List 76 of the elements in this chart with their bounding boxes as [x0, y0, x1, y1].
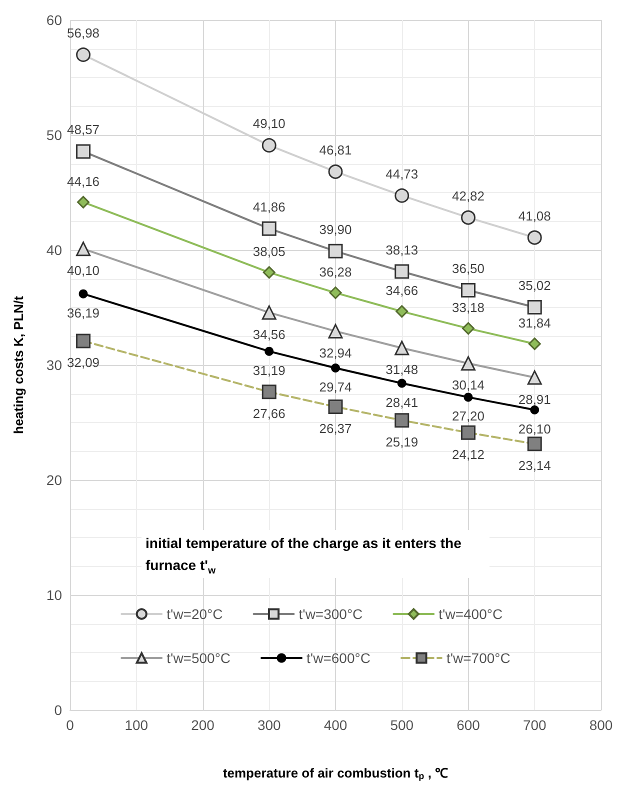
point [397, 378, 406, 388]
legend-label: t'w=600°C [306, 650, 370, 666]
legend-label: t'w=700°C [446, 650, 510, 666]
data-label: 36,19 [67, 305, 100, 320]
data-label: 33,18 [452, 300, 485, 316]
point [394, 188, 410, 203]
data-label: 35,02 [518, 278, 551, 294]
data-label: 41,86 [252, 199, 286, 214]
y-tick-label: 60 [46, 12, 62, 28]
legend-label: t'w=500°C [166, 650, 231, 666]
point [264, 346, 274, 356]
x-tick-label: 200 [191, 717, 215, 733]
data-label: 44,16 [67, 174, 100, 189]
point [528, 338, 541, 350]
point [77, 196, 90, 208]
data-label: 40,10 [67, 263, 100, 278]
y-tick-label: 40 [46, 242, 62, 258]
data-label: 24,12 [452, 446, 485, 462]
x-tick-label: 600 [456, 717, 480, 733]
legend-label: t'w=20°C [166, 606, 223, 622]
point [262, 138, 276, 153]
data-label: 31,84 [518, 316, 551, 331]
y-tick-label: 30 [46, 357, 62, 373]
point [461, 210, 476, 225]
data-label: 38,05 [252, 244, 286, 260]
legend-label: t'w=400°C [438, 606, 503, 622]
data-label: 44,73 [386, 166, 418, 182]
point [527, 230, 542, 245]
data-label: 31,48 [386, 362, 418, 378]
data-label: 46,81 [319, 142, 352, 158]
data-label: 38,13 [386, 242, 418, 258]
data-label: 32,94 [319, 345, 352, 360]
x-tick-label: 0 [66, 717, 74, 733]
point [328, 164, 343, 179]
data-label: 34,56 [252, 326, 286, 342]
y-tick-label: 10 [46, 587, 62, 603]
data-label: 36,50 [452, 261, 485, 276]
x-tick-label: 400 [324, 717, 348, 733]
x-tick-label: 100 [124, 717, 148, 733]
point [262, 266, 276, 279]
y-tick-label: 0 [54, 702, 62, 718]
data-label: 23,14 [518, 458, 551, 474]
point [329, 286, 342, 300]
data-label: 56,98 [67, 25, 100, 40]
data-label: 28,41 [386, 394, 418, 410]
x-tick-label: 500 [390, 717, 414, 733]
data-label: 27,20 [452, 408, 485, 424]
x-tick-label: 800 [589, 717, 613, 733]
data-label: 25,19 [386, 434, 418, 450]
x-tick-label: 300 [257, 717, 282, 733]
y-tick-label: 50 [46, 127, 62, 143]
point [78, 289, 88, 298]
legend-label: t'w=300°C [298, 606, 363, 622]
data-label: 29,74 [319, 379, 352, 394]
data-label: 41,08 [518, 208, 551, 224]
data-label: 36,28 [319, 264, 352, 280]
data-label: 27,66 [252, 406, 286, 422]
point [331, 363, 340, 372]
data-label: 26,37 [319, 420, 352, 436]
y-tick-label: 20 [46, 472, 62, 488]
data-label: 30,14 [452, 378, 485, 393]
point [396, 305, 408, 318]
data-label: 49,10 [252, 116, 286, 132]
data-label: 26,10 [518, 421, 551, 436]
data-label: 42,82 [452, 188, 485, 204]
data-label: 34,66 [386, 283, 418, 298]
point [462, 322, 474, 335]
y-axis-title: heating costs K, PLN/t [11, 295, 26, 434]
data-label: 32,09 [67, 355, 100, 370]
x-tick-label: 700 [522, 717, 547, 733]
data-label: 31,19 [252, 362, 286, 378]
data-label: 48,57 [67, 122, 100, 138]
data-label: 39,90 [319, 222, 352, 237]
data-label: 28,91 [518, 392, 551, 407]
point [76, 47, 91, 62]
point [464, 392, 473, 402]
